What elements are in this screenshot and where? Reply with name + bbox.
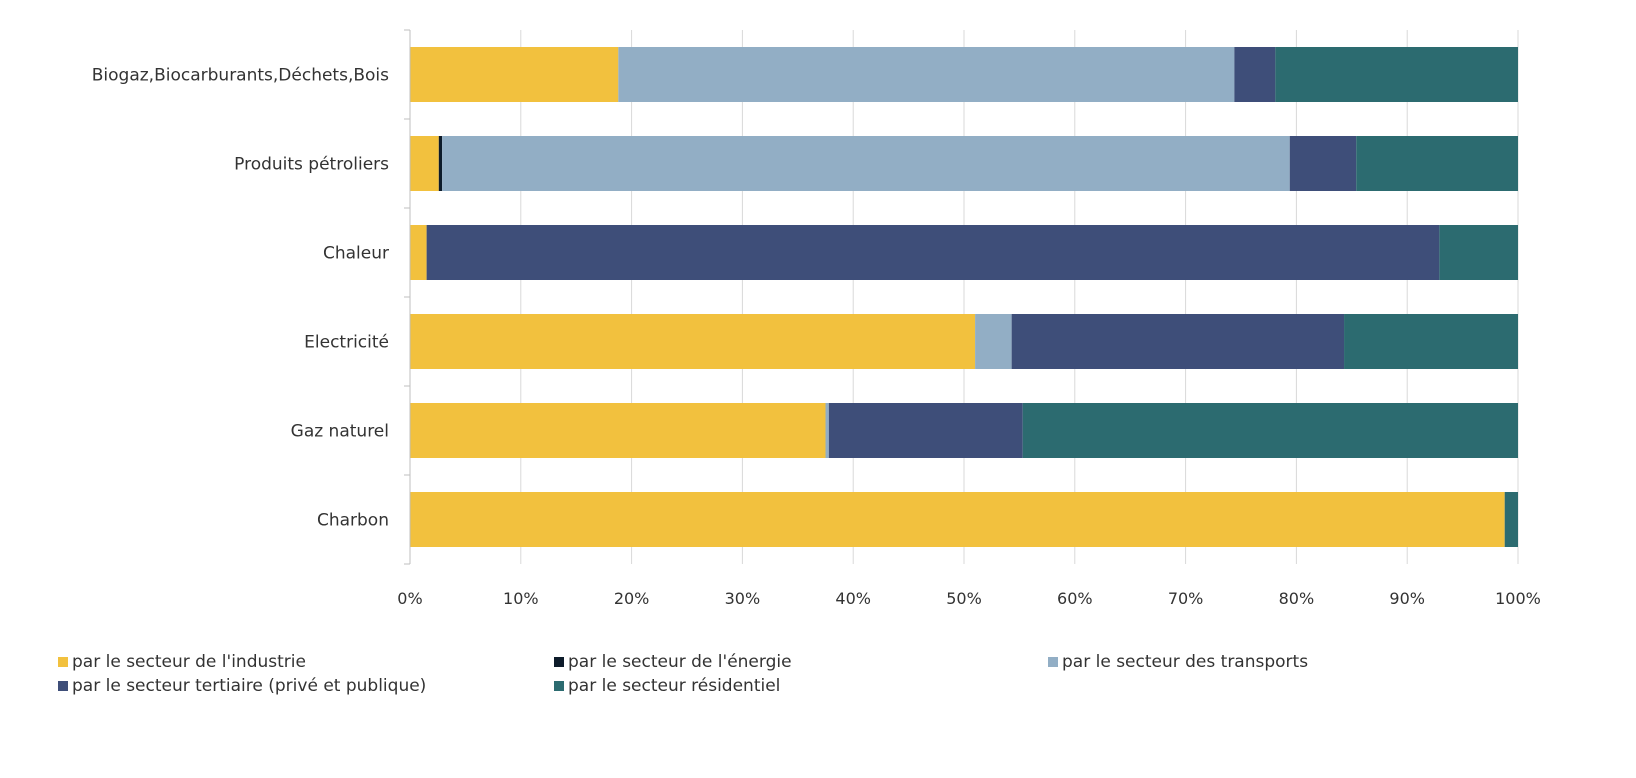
bar-segment	[828, 403, 1023, 458]
legend-label: par le secteur de l'énergie	[568, 652, 792, 672]
category-label: Electricité	[304, 333, 389, 353]
bars	[410, 47, 1518, 547]
x-tick-label: 100%	[1495, 589, 1541, 608]
x-tick-label: 40%	[835, 589, 871, 608]
legend-swatch	[58, 681, 68, 691]
bar-segment	[438, 136, 443, 191]
category-labels: Biogaz,Biocarburants,Déchets,Bois Produit…	[92, 66, 389, 531]
bar-segment	[426, 225, 1440, 280]
x-tick-label: 60%	[1057, 589, 1093, 608]
category-label: Biogaz,Biocarburants,Déchets,Bois	[92, 66, 389, 86]
category-label: Gaz naturel	[291, 422, 389, 442]
legend-swatch	[58, 657, 68, 667]
bar-segment	[825, 403, 829, 458]
x-tick-label: 80%	[1279, 589, 1315, 608]
axes	[404, 29, 411, 565]
category-label: Charbon	[317, 511, 389, 531]
legend-item-transports: par le secteur des transports	[1048, 652, 1308, 672]
bar-segment	[1011, 314, 1345, 369]
legend-item-tertiaire: par le secteur tertiaire (privé et publi…	[58, 676, 426, 696]
bar-segment	[1439, 225, 1518, 280]
legend-label: par le secteur des transports	[1062, 652, 1309, 672]
bar-segment	[1504, 492, 1518, 547]
legend-label: par le secteur tertiaire (privé et publi…	[72, 676, 427, 696]
bar-segment	[410, 136, 439, 191]
bar-segment	[410, 225, 427, 280]
x-tick-label: 70%	[1168, 589, 1204, 608]
bar-segment	[1356, 136, 1518, 191]
stacked-bar-chart: Biogaz,Biocarburants,Déchets,Bois Produit…	[92, 29, 1541, 608]
bar-segment	[618, 47, 1235, 102]
bar-segment	[410, 492, 1505, 547]
bar-segment	[410, 47, 619, 102]
x-tick-labels: 0% 10% 20% 30% 40% 50% 60% 70% 80% 90% 100%	[397, 589, 1541, 608]
x-tick-label: 30%	[725, 589, 761, 608]
bar-segment	[1289, 136, 1357, 191]
x-tick-label: 0%	[397, 589, 422, 608]
legend-item-energie: par le secteur de l'énergie	[554, 652, 792, 672]
bar-segment	[1275, 47, 1518, 102]
legend-swatch	[554, 681, 564, 691]
legend-item-industrie: par le secteur de l'industrie	[58, 652, 306, 672]
legend-swatch	[554, 657, 564, 667]
legend-label: par le secteur résidentiel	[568, 676, 781, 696]
bar-segment	[1022, 403, 1518, 458]
x-tick-label: 20%	[614, 589, 650, 608]
x-tick-label: 10%	[503, 589, 539, 608]
legend-item-residentiel: par le secteur résidentiel	[554, 676, 780, 696]
category-label: Produits pétroliers	[234, 155, 389, 175]
gridlines	[520, 30, 1519, 564]
category-label: Chaleur	[323, 244, 389, 264]
bar-segment	[975, 314, 1012, 369]
bar-segment	[1344, 314, 1518, 369]
legend-swatch	[1048, 657, 1058, 667]
x-tick-label: 50%	[946, 589, 982, 608]
bar-segment	[442, 136, 1290, 191]
bar-segment	[1234, 47, 1276, 102]
legend-label: par le secteur de l'industrie	[72, 652, 306, 672]
bar-segment	[410, 403, 826, 458]
bar-segment	[410, 314, 976, 369]
x-tick-label: 90%	[1389, 589, 1425, 608]
